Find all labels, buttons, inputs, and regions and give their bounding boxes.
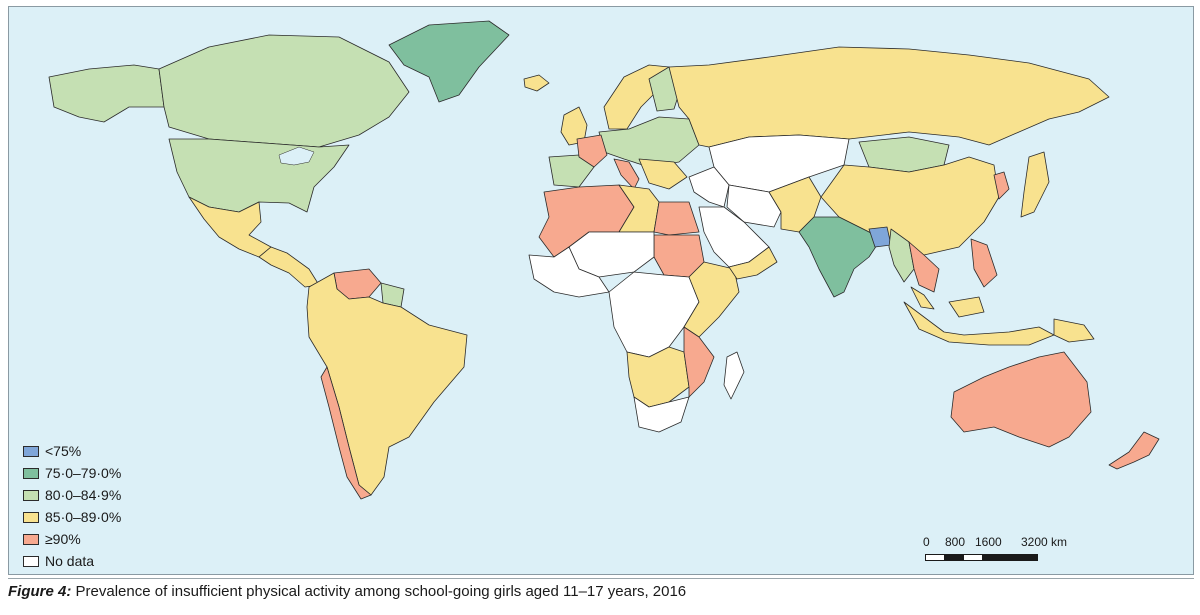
scale-label-1600: 1600 (975, 535, 1002, 549)
legend-swatch (23, 489, 39, 501)
legend-item: 75·0–79·0% (23, 462, 121, 484)
region-new-zealand (1108, 431, 1160, 470)
region-iceland (523, 74, 550, 92)
region-egypt (653, 201, 700, 236)
legend-item: ≥90% (23, 528, 121, 550)
scale-bar: 0 800 1600 3200 km (923, 535, 1083, 574)
legend-swatch (23, 555, 39, 567)
great-lakes (278, 146, 315, 166)
region-indonesia (903, 301, 1055, 346)
region-europe-central (598, 116, 700, 168)
scale-segment (963, 554, 983, 561)
region-france (576, 134, 608, 168)
region-madagascar (723, 351, 745, 400)
region-iberia (548, 154, 595, 188)
region-indochina (908, 241, 940, 293)
legend-swatch (23, 467, 39, 479)
region-malaysia (910, 286, 985, 318)
map-frame: <75% 75·0–79·0% 80·0–84·9% 85·0–89·0% ≥90% No… (8, 6, 1194, 575)
region-alaska (48, 64, 165, 123)
region-southern-africa (626, 346, 690, 408)
legend-swatch (23, 511, 39, 523)
region-west-africa (528, 246, 610, 298)
region-central-america (258, 246, 320, 288)
region-east-africa (683, 261, 740, 338)
legend-item: 85·0–89·0% (23, 506, 121, 528)
region-greenland (388, 20, 510, 103)
region-yemen-oman (728, 246, 778, 280)
scale-segment (925, 554, 945, 561)
region-canada (158, 34, 410, 148)
region-korea (993, 171, 1010, 200)
region-png (1053, 318, 1095, 343)
legend-item: No data (23, 550, 121, 572)
caption-divider (8, 578, 1194, 579)
legend-label: 75·0–79·0% (45, 465, 122, 481)
region-balkans (638, 158, 688, 190)
region-kazakhstan-central-asia (708, 134, 850, 193)
legend-label: 85·0–89·0% (45, 509, 122, 525)
region-philippines (970, 238, 998, 288)
scale-label-3200: 3200 km (1021, 535, 1068, 549)
world-map (48, 20, 1160, 500)
region-chile (320, 366, 372, 500)
region-japan (1020, 151, 1050, 218)
legend-swatch (23, 445, 39, 457)
scale-segment (982, 554, 1038, 561)
legend-item: <75% (23, 440, 121, 462)
countries-layer (48, 20, 1160, 500)
scale-label-0: 0 (923, 535, 930, 549)
region-mexico (188, 196, 272, 258)
region-australia (950, 351, 1092, 448)
legend-swatch (23, 533, 39, 545)
legend-label: No data (45, 553, 95, 569)
legend-label: 80·0–84·9% (45, 487, 122, 503)
region-russia (668, 46, 1110, 148)
region-mozambique (683, 326, 715, 398)
scale-segment (944, 554, 964, 561)
region-south-africa (633, 396, 690, 433)
legend-item: 80·0–84·9% (23, 484, 121, 506)
region-italy (613, 158, 640, 190)
figure-label: Figure 4: (8, 583, 72, 600)
legend-label: <75% (45, 443, 82, 459)
region-india (798, 216, 882, 298)
caption-text: Prevalence of insufficient physical acti… (75, 583, 687, 600)
figure-caption: Figure 4: Prevalence of insufficient phy… (8, 583, 686, 600)
legend-label: ≥90% (45, 531, 81, 547)
scale-label-800: 800 (945, 535, 966, 549)
legend: <75% 75·0–79·0% 80·0–84·9% 85·0–89·0% ≥90% No… (23, 440, 121, 572)
